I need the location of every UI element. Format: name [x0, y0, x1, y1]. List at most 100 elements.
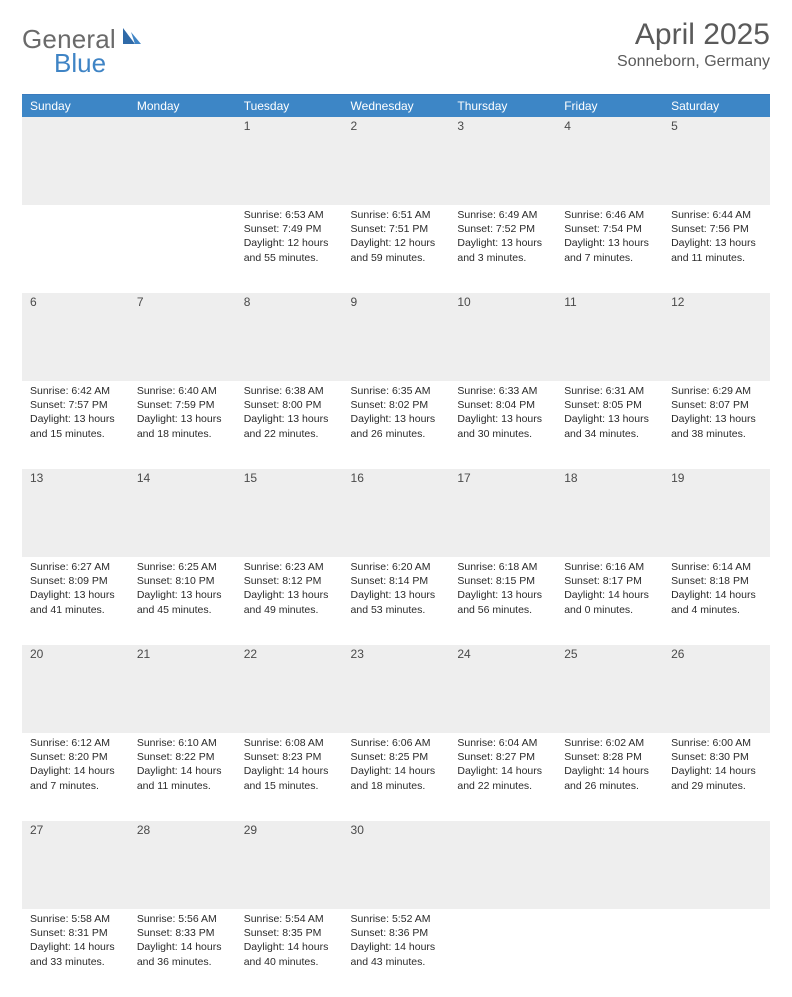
day-number-cell: 20 — [22, 645, 129, 733]
day-cell: Sunrise: 6:06 AMSunset: 8:25 PMDaylight:… — [343, 733, 450, 821]
day-details: Sunrise: 6:16 AMSunset: 8:17 PMDaylight:… — [556, 557, 663, 620]
day-number-row: 6789101112 — [22, 293, 770, 381]
day-cell: Sunrise: 6:00 AMSunset: 8:30 PMDaylight:… — [663, 733, 770, 821]
day-number-cell: 9 — [343, 293, 450, 381]
day-details: Sunrise: 6:49 AMSunset: 7:52 PMDaylight:… — [449, 205, 556, 268]
weekday-header: Saturday — [663, 95, 770, 118]
day-number: 11 — [556, 293, 663, 311]
day-cell: Sunrise: 6:08 AMSunset: 8:23 PMDaylight:… — [236, 733, 343, 821]
day-number: 27 — [22, 821, 129, 839]
day-details: Sunrise: 6:42 AMSunset: 7:57 PMDaylight:… — [22, 381, 129, 444]
day-cell: Sunrise: 6:14 AMSunset: 8:18 PMDaylight:… — [663, 557, 770, 645]
day-number-row: 13141516171819 — [22, 469, 770, 557]
day-details: Sunrise: 5:54 AMSunset: 8:35 PMDaylight:… — [236, 909, 343, 972]
day-number: 14 — [129, 469, 236, 487]
weekday-header: Thursday — [449, 95, 556, 118]
logo: General Blue — [22, 24, 145, 55]
day-cell: Sunrise: 6:53 AMSunset: 7:49 PMDaylight:… — [236, 205, 343, 293]
weekday-header: Tuesday — [236, 95, 343, 118]
day-number-cell: 6 — [22, 293, 129, 381]
weekday-header: Wednesday — [343, 95, 450, 118]
day-number-cell: 22 — [236, 645, 343, 733]
day-number-cell: 11 — [556, 293, 663, 381]
day-details: Sunrise: 6:38 AMSunset: 8:00 PMDaylight:… — [236, 381, 343, 444]
day-number-row: 20212223242526 — [22, 645, 770, 733]
page-title: April 2025 — [617, 18, 770, 51]
day-number-cell: 13 — [22, 469, 129, 557]
logo-text-blue: Blue — [54, 48, 106, 79]
day-number-cell: 4 — [556, 117, 663, 205]
day-number: 2 — [343, 117, 450, 135]
weekday-header: Monday — [129, 95, 236, 118]
day-number-cell: 23 — [343, 645, 450, 733]
day-number-cell: 7 — [129, 293, 236, 381]
day-number: 28 — [129, 821, 236, 839]
day-cell: Sunrise: 6:51 AMSunset: 7:51 PMDaylight:… — [343, 205, 450, 293]
calendar-table: SundayMondayTuesdayWednesdayThursdayFrid… — [22, 94, 770, 997]
day-number: 16 — [343, 469, 450, 487]
day-cell: Sunrise: 6:12 AMSunset: 8:20 PMDaylight:… — [22, 733, 129, 821]
day-cell: Sunrise: 6:31 AMSunset: 8:05 PMDaylight:… — [556, 381, 663, 469]
day-number: 17 — [449, 469, 556, 487]
day-number-cell: 14 — [129, 469, 236, 557]
day-details: Sunrise: 6:12 AMSunset: 8:20 PMDaylight:… — [22, 733, 129, 796]
day-cell: Sunrise: 6:23 AMSunset: 8:12 PMDaylight:… — [236, 557, 343, 645]
day-cell: Sunrise: 6:29 AMSunset: 8:07 PMDaylight:… — [663, 381, 770, 469]
day-number: 22 — [236, 645, 343, 663]
header: General Blue April 2025 Sonneborn, Germa… — [22, 18, 770, 88]
day-number-cell: 8 — [236, 293, 343, 381]
day-number-cell: 5 — [663, 117, 770, 205]
day-details: Sunrise: 6:18 AMSunset: 8:15 PMDaylight:… — [449, 557, 556, 620]
day-cell: Sunrise: 6:18 AMSunset: 8:15 PMDaylight:… — [449, 557, 556, 645]
day-cell: Sunrise: 6:33 AMSunset: 8:04 PMDaylight:… — [449, 381, 556, 469]
day-details: Sunrise: 6:02 AMSunset: 8:28 PMDaylight:… — [556, 733, 663, 796]
day-details: Sunrise: 6:33 AMSunset: 8:04 PMDaylight:… — [449, 381, 556, 444]
day-details: Sunrise: 5:56 AMSunset: 8:33 PMDaylight:… — [129, 909, 236, 972]
day-cell: Sunrise: 6:35 AMSunset: 8:02 PMDaylight:… — [343, 381, 450, 469]
day-details: Sunrise: 6:27 AMSunset: 8:09 PMDaylight:… — [22, 557, 129, 620]
day-cell: Sunrise: 5:58 AMSunset: 8:31 PMDaylight:… — [22, 909, 129, 997]
day-content-row: Sunrise: 6:12 AMSunset: 8:20 PMDaylight:… — [22, 733, 770, 821]
day-details: Sunrise: 6:44 AMSunset: 7:56 PMDaylight:… — [663, 205, 770, 268]
weekday-header: Sunday — [22, 95, 129, 118]
day-number: 4 — [556, 117, 663, 135]
empty-cell — [663, 821, 770, 909]
page-subtitle: Sonneborn, Germany — [617, 53, 770, 71]
day-number: 25 — [556, 645, 663, 663]
day-content-row: Sunrise: 6:53 AMSunset: 7:49 PMDaylight:… — [22, 205, 770, 293]
empty-cell — [556, 821, 663, 909]
empty-cell — [556, 909, 663, 997]
day-cell: Sunrise: 6:40 AMSunset: 7:59 PMDaylight:… — [129, 381, 236, 469]
empty-cell — [22, 205, 129, 293]
empty-cell — [22, 117, 129, 205]
day-number-cell: 2 — [343, 117, 450, 205]
day-number-row: 12345 — [22, 117, 770, 205]
day-details: Sunrise: 6:04 AMSunset: 8:27 PMDaylight:… — [449, 733, 556, 796]
day-cell: Sunrise: 6:10 AMSunset: 8:22 PMDaylight:… — [129, 733, 236, 821]
day-number: 3 — [449, 117, 556, 135]
calendar-body: 12345Sunrise: 6:53 AMSunset: 7:49 PMDayl… — [22, 117, 770, 997]
day-number-cell: 15 — [236, 469, 343, 557]
day-number-cell: 27 — [22, 821, 129, 909]
day-cell: Sunrise: 6:44 AMSunset: 7:56 PMDaylight:… — [663, 205, 770, 293]
day-cell: Sunrise: 6:20 AMSunset: 8:14 PMDaylight:… — [343, 557, 450, 645]
day-details: Sunrise: 6:29 AMSunset: 8:07 PMDaylight:… — [663, 381, 770, 444]
day-content-row: Sunrise: 6:27 AMSunset: 8:09 PMDaylight:… — [22, 557, 770, 645]
day-number: 19 — [663, 469, 770, 487]
day-details: Sunrise: 6:06 AMSunset: 8:25 PMDaylight:… — [343, 733, 450, 796]
day-cell: Sunrise: 6:25 AMSunset: 8:10 PMDaylight:… — [129, 557, 236, 645]
day-number: 1 — [236, 117, 343, 135]
day-cell: Sunrise: 5:56 AMSunset: 8:33 PMDaylight:… — [129, 909, 236, 997]
day-number: 15 — [236, 469, 343, 487]
day-details: Sunrise: 5:58 AMSunset: 8:31 PMDaylight:… — [22, 909, 129, 972]
calendar-page: General Blue April 2025 Sonneborn, Germa… — [0, 0, 792, 612]
day-details: Sunrise: 6:08 AMSunset: 8:23 PMDaylight:… — [236, 733, 343, 796]
day-number-cell: 17 — [449, 469, 556, 557]
day-number-cell: 18 — [556, 469, 663, 557]
day-number-cell: 26 — [663, 645, 770, 733]
day-details: Sunrise: 6:20 AMSunset: 8:14 PMDaylight:… — [343, 557, 450, 620]
day-number-cell: 28 — [129, 821, 236, 909]
day-number: 5 — [663, 117, 770, 135]
day-details: Sunrise: 6:23 AMSunset: 8:12 PMDaylight:… — [236, 557, 343, 620]
empty-cell — [129, 117, 236, 205]
